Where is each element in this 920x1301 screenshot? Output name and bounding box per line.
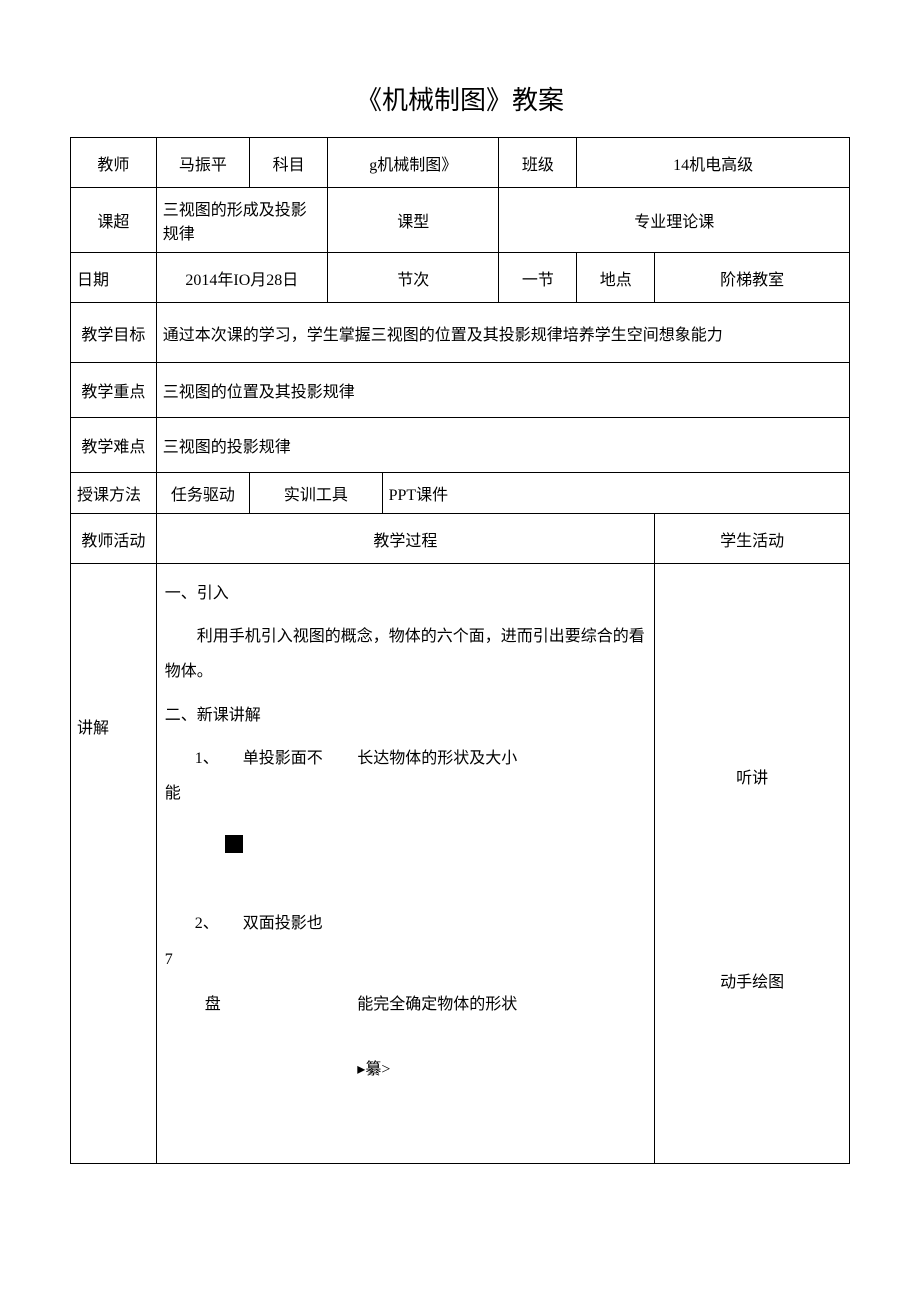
goal-label: 教学目标 <box>71 303 157 363</box>
keypoint-label: 教学重点 <box>71 363 157 418</box>
table-row: 课超 三视图的形成及投影规律 课型 专业理论课 <box>71 188 850 253</box>
period-label: 节次 <box>328 253 499 303</box>
table-row: 教学重点 三视图的位置及其投影规律 <box>71 363 850 418</box>
table-row: 教学目标 通过本次课的学习，学生掌握三视图的位置及其投影规律培养学生空间想象能力 <box>71 303 850 363</box>
student-activity-cell: 听讲 动手绘图 <box>655 564 850 1164</box>
item2-text: 双面投影也 <box>243 915 323 932</box>
item2-pan: 盘 <box>205 996 221 1013</box>
item1-text: 单投影面不 <box>243 750 323 767</box>
section2-title: 二、新课讲解 <box>165 698 647 733</box>
student-item1: 听讲 <box>661 764 843 788</box>
table-row: 授课方法 任务驱动 实训工具 PPT课件 <box>71 473 850 514</box>
period-value: 一节 <box>499 253 577 303</box>
teacher-activity-text: 讲解 <box>77 720 109 737</box>
lesson-plan-table: 教师 马振平 科目 g机械制图》 班级 14机电高级 课超 三视图的形成及投影规… <box>70 137 850 1164</box>
teacher-label: 教师 <box>71 138 157 188</box>
item2-7: 7 <box>165 942 647 977</box>
page-title: 《机械制图》教案 <box>70 80 850 117</box>
date-value: 2014年IO月28日 <box>156 253 327 303</box>
location-label: 地点 <box>577 253 655 303</box>
subject-value: g机械制图》 <box>328 138 499 188</box>
type-label: 课型 <box>328 188 499 253</box>
process-content-cell: 一、引入 利用手机引入视图的概念，物体的六个面，进而引出要综合的看物体。 二、新… <box>156 564 655 1164</box>
item1-end: 能 <box>165 776 647 811</box>
topic-label: 课超 <box>71 188 157 253</box>
process-label: 教学过程 <box>156 514 655 564</box>
difficulty-value: 三视图的投影规律 <box>156 418 849 473</box>
section1-title: 一、引入 <box>165 576 647 611</box>
student-item2: 动手绘图 <box>661 968 843 992</box>
goal-value: 通过本次课的学习，学生掌握三视图的位置及其投影规律培养学生空间想象能力 <box>156 303 849 363</box>
class-label: 班级 <box>499 138 577 188</box>
item1-num: 1、 <box>195 750 219 767</box>
item1-right: 长达物体的形状及大小 <box>357 750 517 767</box>
teacher-activity-cell: 讲解 <box>71 564 157 1164</box>
location-value: 阶梯教室 <box>655 253 850 303</box>
method-value: 任务驱动 <box>156 473 249 514</box>
section1-body: 利用手机引入视图的概念，物体的六个面，进而引出要综合的看物体。 <box>165 619 647 689</box>
type-value: 专业理论课 <box>499 188 850 253</box>
method-label: 授课方法 <box>71 473 157 514</box>
class-value: 14机电高级 <box>577 138 850 188</box>
table-row: 教师活动 教学过程 学生活动 <box>71 514 850 564</box>
table-row: 日期 2014年IO月28日 节次 一节 地点 阶梯教室 <box>71 253 850 303</box>
table-row: 教学难点 三视图的投影规律 <box>71 418 850 473</box>
difficulty-label: 教学难点 <box>71 418 157 473</box>
item2-right: 能完全确定物体的形状 <box>357 996 517 1013</box>
topic-value: 三视图的形成及投影规律 <box>156 188 327 253</box>
item2-symbol: ▸纂> <box>357 1061 390 1078</box>
item2-num: 2、 <box>195 915 219 932</box>
subject-label: 科目 <box>250 138 328 188</box>
table-row: 教师 马振平 科目 g机械制图》 班级 14机电高级 <box>71 138 850 188</box>
table-row: 讲解 一、引入 利用手机引入视图的概念，物体的六个面，进而引出要综合的看物体。 … <box>71 564 850 1164</box>
teacher-activity-label: 教师活动 <box>71 514 157 564</box>
tool-label: 实训工具 <box>250 473 382 514</box>
keypoint-value: 三视图的位置及其投影规律 <box>156 363 849 418</box>
student-activity-label: 学生活动 <box>655 514 850 564</box>
teacher-value: 马振平 <box>156 138 249 188</box>
black-square-icon <box>225 835 243 853</box>
date-label: 日期 <box>71 253 157 303</box>
tool-value: PPT课件 <box>382 473 849 514</box>
